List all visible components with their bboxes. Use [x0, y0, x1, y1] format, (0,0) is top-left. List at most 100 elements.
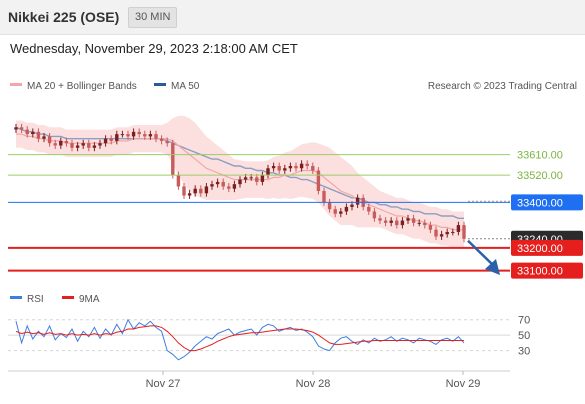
ma50-legend-label: MA 50 — [171, 81, 200, 92]
candle — [59, 140, 63, 146]
candle — [400, 220, 405, 226]
candle — [266, 168, 270, 176]
rsi-tick-30: 30 — [518, 346, 530, 358]
chart-datetime: Wednesday, November 29, 2023 2:18:00 AM … — [10, 41, 298, 56]
candle — [182, 186, 186, 196]
rsi-tick-70: 70 — [518, 315, 530, 327]
candle — [75, 145, 80, 148]
candle — [120, 134, 125, 136]
instrument-title: Nikkei 225 (OSE) — [8, 9, 120, 25]
candle — [383, 220, 388, 223]
candle — [372, 211, 377, 219]
timeframe-badge[interactable]: 30 MIN — [128, 7, 178, 28]
candle — [25, 129, 29, 135]
candle — [204, 186, 209, 194]
level-label-33610.00: 33610.00 — [517, 150, 563, 162]
level-tag-33400.00 — [511, 194, 583, 211]
candle — [316, 170, 321, 191]
candle — [154, 134, 158, 139]
candle — [92, 145, 97, 148]
candle — [238, 179, 242, 185]
candle — [193, 188, 197, 194]
candle — [333, 209, 337, 214]
candle — [31, 131, 35, 135]
candle — [456, 225, 461, 232]
level-tag-33200.00 — [511, 239, 583, 256]
x-tick-label-nov-29: Nov 29 — [446, 378, 481, 390]
candle — [187, 193, 192, 196]
candle — [227, 186, 231, 189]
candle — [87, 143, 91, 148]
ma9-legend-swatch — [62, 296, 74, 299]
candle — [249, 177, 253, 179]
level-label-33520.00: 33520.00 — [517, 170, 563, 182]
candle — [255, 177, 259, 182]
candle — [243, 177, 248, 180]
candle — [288, 165, 293, 169]
x-tick-label-nov-28: Nov 28 — [296, 378, 331, 390]
candle — [339, 211, 343, 214]
candle — [36, 131, 41, 139]
candle — [271, 165, 276, 169]
rsi-legend-label: RSI — [27, 294, 44, 305]
candle — [81, 143, 85, 146]
candle — [406, 218, 410, 221]
candle — [367, 206, 371, 212]
candle — [395, 220, 399, 226]
candle — [109, 138, 113, 141]
credit-text: Research © 2023 Trading Central — [428, 81, 577, 92]
rsi-legend-swatch — [10, 296, 22, 299]
candle — [70, 143, 74, 148]
candle — [350, 204, 354, 207]
level-label-33200.00: 33200.00 — [517, 243, 563, 255]
rsi-tick-50: 50 — [518, 330, 530, 342]
ma20-legend-label: MA 20 + Bollinger Bands — [27, 81, 137, 92]
candle — [103, 138, 108, 144]
candle — [462, 225, 466, 239]
candle — [355, 197, 360, 205]
candle — [126, 134, 130, 137]
candle — [417, 222, 421, 224]
forecast-arrow-head — [485, 259, 500, 275]
candle — [143, 134, 147, 137]
candle — [171, 143, 175, 176]
candle — [19, 127, 24, 130]
candle — [42, 136, 46, 139]
candle — [327, 202, 332, 210]
candle — [47, 136, 52, 144]
candle — [411, 218, 416, 223]
rsi-line — [15, 318, 465, 361]
candle — [311, 165, 315, 171]
ma50-legend-swatch — [154, 83, 166, 86]
candle — [64, 140, 69, 144]
candle — [14, 127, 18, 130]
candle — [322, 191, 326, 203]
candle — [378, 218, 382, 221]
candle — [428, 225, 433, 230]
candle — [389, 220, 393, 223]
candle — [451, 231, 455, 233]
candle — [283, 168, 287, 171]
candle — [176, 175, 181, 187]
candle — [232, 184, 237, 189]
candle — [148, 134, 153, 137]
level-label-33100.00: 33100.00 — [517, 266, 563, 278]
candle — [53, 143, 57, 146]
candle — [210, 184, 214, 187]
candle — [131, 131, 136, 137]
candle — [215, 181, 220, 185]
candle — [423, 222, 427, 226]
forecast-arrow-shaft — [467, 239, 495, 267]
candle — [299, 163, 304, 169]
candle — [159, 138, 164, 141]
candle — [439, 234, 444, 237]
candle — [260, 175, 265, 182]
candle — [165, 140, 169, 144]
candle — [115, 134, 119, 141]
candle — [305, 163, 309, 166]
candle — [277, 165, 281, 171]
candle — [199, 188, 203, 194]
rsi-ma9-line — [15, 325, 464, 352]
level-label-33400.00: 33400.00 — [517, 197, 563, 209]
